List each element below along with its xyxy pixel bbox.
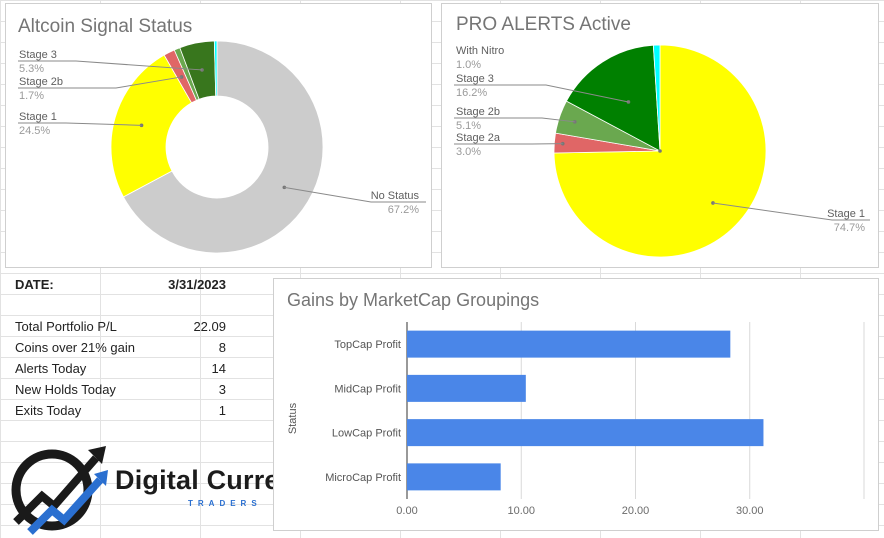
- slice-percent: 67.2%: [388, 204, 419, 216]
- pie-slice-with-nitro[interactable]: [652, 44, 661, 152]
- bar-midcap-profit[interactable]: [407, 374, 526, 402]
- summary-row[interactable]: Total Portfolio P/L 22.09: [0, 316, 268, 337]
- slice-percent: 3.0%: [456, 146, 481, 158]
- date-value: 3/31/2023: [168, 277, 226, 292]
- summary-row-label: Exits Today: [15, 403, 82, 418]
- pie-slice-stage-1[interactable]: [110, 54, 193, 198]
- category-label: MidCap Profit: [334, 383, 401, 395]
- category-label: LowCap Profit: [332, 428, 401, 440]
- summary-row-value: 14: [211, 361, 226, 376]
- summary-row[interactable]: Coins over 21% gain 8: [0, 337, 268, 358]
- x-tick-label: 10.00: [507, 505, 535, 517]
- pie-slice-segment-5[interactable]: [213, 40, 218, 97]
- slice-percent: 74.7%: [834, 222, 865, 234]
- leader-line: [18, 60, 203, 71]
- pie-slice-stage-3[interactable]: [565, 44, 661, 152]
- bar-lowcap-profit[interactable]: [407, 419, 764, 447]
- leader-line: [18, 122, 142, 126]
- y-axis-label: Status: [287, 402, 299, 434]
- date-row[interactable]: DATE: 3/31/2023: [0, 274, 268, 295]
- gains-bar-chart[interactable]: Gains by MarketCap Groupings 0.00 10.00 20…: [273, 278, 879, 531]
- leader-line: [454, 117, 575, 123]
- slice-label: Stage 2b: [19, 76, 63, 88]
- summary-row-label: Alerts Today: [15, 361, 87, 376]
- bar-topcap-profit[interactable]: [407, 330, 731, 358]
- trend-arrow-logo-icon: [11, 446, 108, 535]
- leader-line: [454, 84, 629, 103]
- bar-microcap-profit[interactable]: [407, 463, 501, 491]
- slice-percent: 24.5%: [19, 125, 50, 137]
- slice-label: Stage 3: [456, 73, 494, 85]
- summary-row-value: 22.09: [193, 319, 226, 334]
- summary-row[interactable]: Alerts Today 14: [0, 358, 268, 379]
- pie-slice-no-status[interactable]: [122, 40, 324, 254]
- leader-line: [712, 202, 870, 221]
- slice-label: With Nitro: [456, 45, 504, 57]
- slice-percent: 1.0%: [456, 59, 481, 71]
- slice-label: Stage 2a: [456, 132, 501, 144]
- gains-bar-svg: 0.00 10.00 20.00 30.00 TopCap Profit MidCap P…: [287, 322, 865, 517]
- slice-label: Stage 1: [827, 208, 865, 220]
- x-tick-label: 30.00: [736, 505, 764, 517]
- pro-alerts-chart[interactable]: PRO ALERTS Active Stage 1 74.7% Stage 2a 3.…: [441, 3, 879, 268]
- pro-pie-svg: Stage 1 74.7% Stage 2a 3.0% Stage 2b 5.1% Stag…: [454, 44, 870, 258]
- category-label: TopCap Profit: [334, 339, 401, 351]
- category-label: MicroCap Profit: [325, 472, 401, 484]
- x-tick-label: 0.00: [396, 505, 417, 517]
- slice-percent: 5.1%: [456, 120, 481, 132]
- slice-percent: 5.3%: [19, 63, 44, 75]
- date-label: DATE:: [15, 277, 54, 292]
- slice-percent: 16.2%: [456, 87, 487, 99]
- slice-label: Stage 3: [19, 49, 57, 61]
- leader-line: [284, 186, 426, 203]
- slice-label: No Status: [371, 190, 420, 202]
- logo-tagline: TRADERS: [188, 499, 262, 508]
- summary-row-label: Coins over 21% gain: [15, 340, 135, 355]
- summary-row[interactable]: New Holds Today 3: [0, 379, 268, 400]
- summary-row-value: 1: [218, 403, 226, 418]
- summary-row[interactable]: Exits Today 1: [0, 400, 268, 421]
- slice-percent: 1.7%: [19, 90, 44, 102]
- chart-title: PRO ALERTS Active: [456, 14, 631, 35]
- summary-row-label: New Holds Today: [15, 382, 116, 397]
- leader-line: [18, 76, 182, 89]
- chart-title: Altcoin Signal Status: [18, 16, 193, 37]
- summary-row-value: 3: [218, 382, 226, 397]
- x-tick-label: 20.00: [622, 505, 650, 517]
- slice-label: Stage 2b: [456, 106, 500, 118]
- altcoin-signal-chart[interactable]: Altcoin Signal Status No Status 67.2% Stag…: [5, 3, 432, 268]
- summary-row-value: 8: [218, 340, 226, 355]
- chart-title: Gains by MarketCap Groupings: [287, 290, 540, 310]
- slice-label: Stage 1: [19, 111, 57, 123]
- summary-row-label: Total Portfolio P/L: [15, 319, 117, 334]
- altcoin-donut-svg: No Status 67.2% Stage 1 24.5% Stage 2b 1.7% St…: [18, 40, 426, 254]
